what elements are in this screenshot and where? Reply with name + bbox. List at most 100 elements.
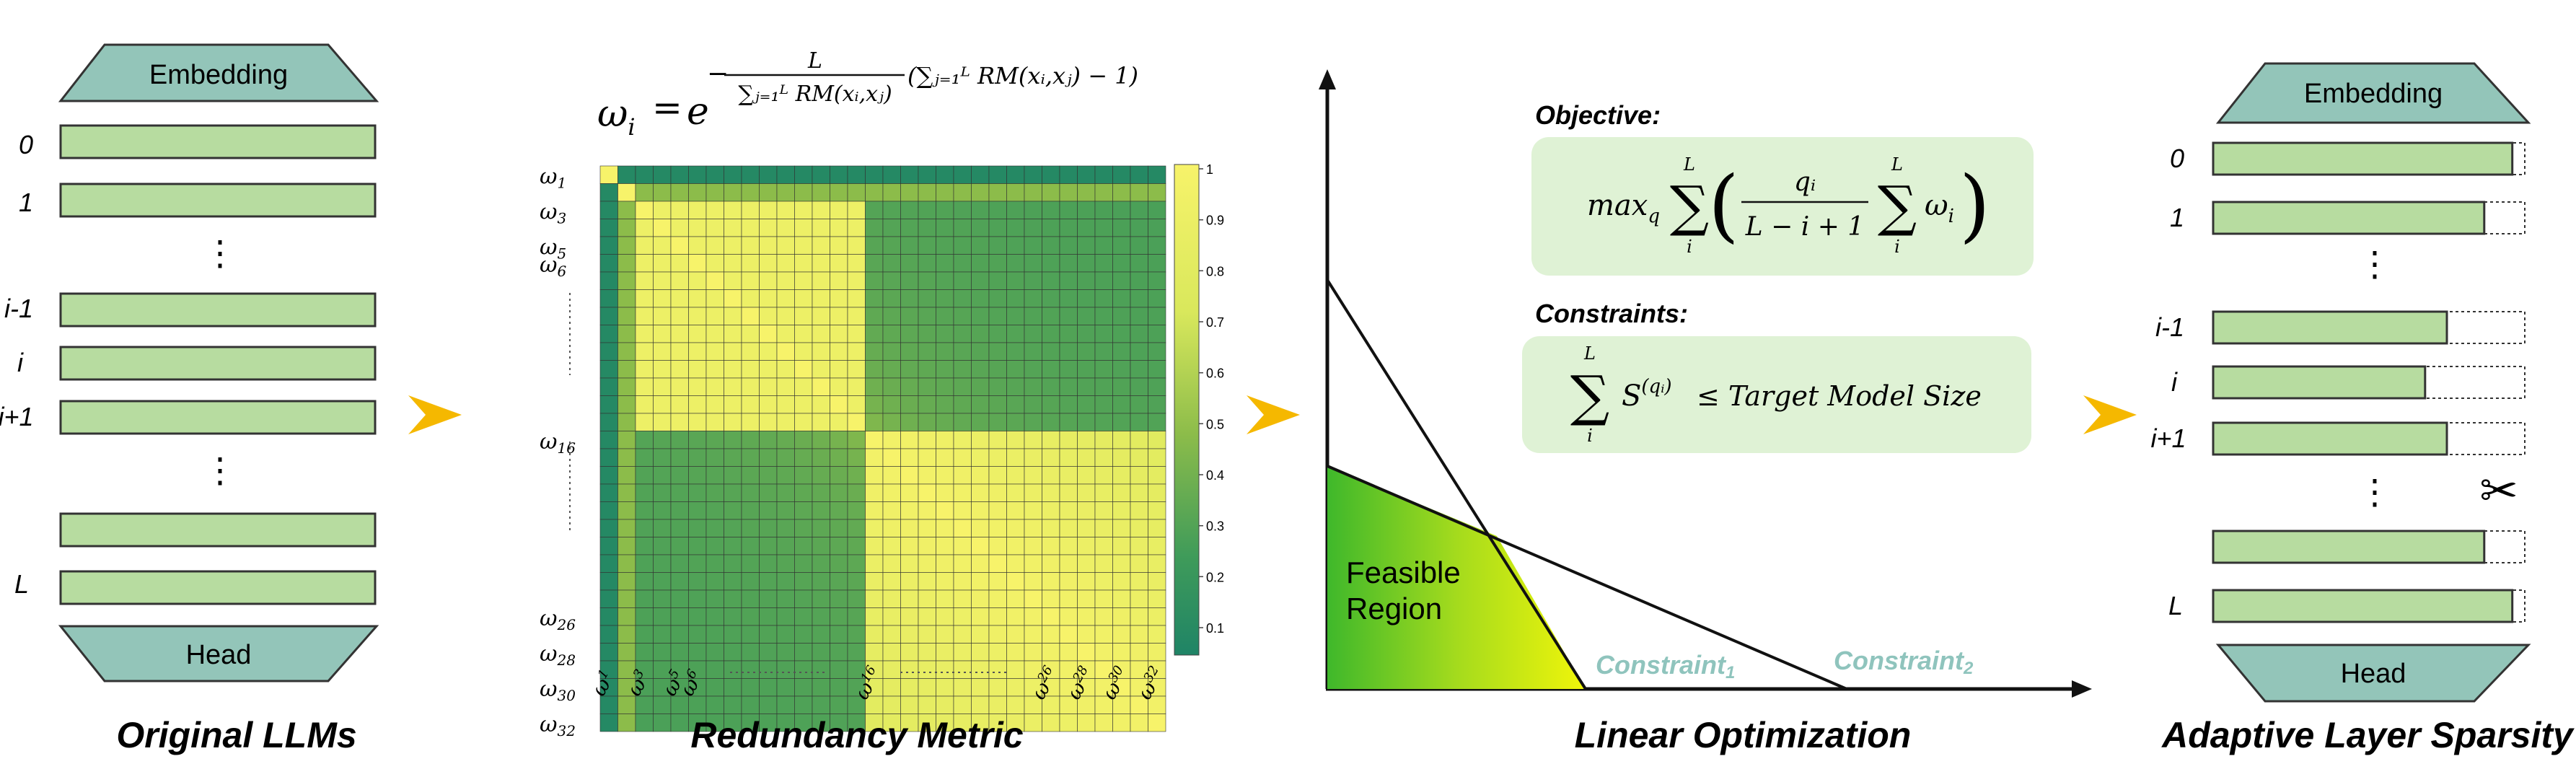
heatmap-cell xyxy=(1059,165,1078,184)
heatmap-cell xyxy=(653,466,672,485)
heatmap-cell xyxy=(1006,431,1025,449)
layer-label-i-1: i-1 xyxy=(4,294,33,323)
heatmap-cell xyxy=(918,572,936,591)
heatmap-cell xyxy=(1094,572,1113,591)
heatmap-row-label: ω26 xyxy=(540,606,576,633)
heatmap-cell xyxy=(705,678,724,697)
heatmap-cell xyxy=(776,501,795,520)
heatmap-cell xyxy=(794,201,813,219)
heatmap-cell xyxy=(688,219,707,237)
heatmap-cell xyxy=(988,607,1007,626)
heatmap-cell xyxy=(1112,254,1131,273)
heatmap-cell xyxy=(900,554,919,573)
heatmap-cell xyxy=(635,431,654,449)
heatmap-cell xyxy=(670,201,689,219)
heatmap-cell xyxy=(776,678,795,697)
heatmap-cell xyxy=(1112,537,1131,556)
heatmap-cell xyxy=(1024,413,1042,431)
heatmap-cell xyxy=(670,183,689,202)
heatmap-cell xyxy=(918,413,936,431)
objective-sum2-bottom: i xyxy=(1894,237,1900,257)
heatmap-cell xyxy=(971,360,990,379)
heatmap-cell xyxy=(1130,183,1148,202)
heatmap-cell xyxy=(1112,342,1131,361)
heatmap-cell xyxy=(918,307,936,325)
heatmap-cell xyxy=(794,483,813,502)
heatmap-cell xyxy=(759,589,778,608)
heatmap-cell xyxy=(988,431,1007,449)
heatmap-cell xyxy=(670,431,689,449)
heatmap-cell xyxy=(1148,165,1166,184)
heatmap-cell xyxy=(882,625,901,644)
heatmap-cell xyxy=(635,537,654,556)
heatmap-cell xyxy=(794,625,813,644)
heatmap-cell xyxy=(812,448,830,467)
heatmap-cell xyxy=(724,537,742,556)
heatmap-cell xyxy=(882,289,901,308)
heatmap-cell xyxy=(953,342,972,361)
heatmap-cell xyxy=(953,660,972,679)
omega-formula: ωi = e − L ∑ⱼ₌₁ᴸ RM(xᵢ,xⱼ) (∑ⱼ₌₁ᴸ RM(xᵢ,… xyxy=(597,48,1138,141)
heatmap-cell xyxy=(953,395,972,414)
heatmap-cell xyxy=(741,448,760,467)
formula-paren: (∑ⱼ₌₁ᴸ RM(xᵢ,xⱼ) − 1) xyxy=(907,62,1138,89)
arrow-right-icon xyxy=(1247,395,1300,434)
heatmap-cell xyxy=(670,395,689,414)
heatmap-cell xyxy=(1077,466,1096,485)
heatmap-cell xyxy=(1042,395,1060,414)
heatmap-cell xyxy=(1077,325,1096,343)
heatmap-cell xyxy=(1024,219,1042,237)
heatmap-cell xyxy=(617,554,636,573)
heatmap-cell xyxy=(635,695,654,714)
heatmap-cell xyxy=(759,501,778,520)
heatmap-cell xyxy=(1059,395,1078,414)
heatmap-cell xyxy=(1006,625,1025,644)
heatmap-cell xyxy=(741,165,760,184)
heatmap-cell xyxy=(1077,183,1096,202)
heatmap-cell xyxy=(635,342,654,361)
heatmap-cell xyxy=(759,466,778,485)
heatmap-cell xyxy=(1059,643,1078,662)
heatmap-cell xyxy=(705,342,724,361)
heatmap-cell xyxy=(830,519,848,537)
heatmap-cell xyxy=(776,589,795,608)
heatmap-cell xyxy=(1148,431,1166,449)
heatmap-cell xyxy=(971,165,990,184)
heatmap-cell xyxy=(794,377,813,396)
heatmap-cell xyxy=(1094,501,1113,520)
heatmap-cell xyxy=(988,395,1007,414)
heatmap-cell xyxy=(865,307,884,325)
heatmap-cell xyxy=(882,713,901,732)
heatmap-cell xyxy=(830,289,848,308)
heatmap-cell xyxy=(847,448,866,467)
heatmap-cell xyxy=(724,360,742,379)
heatmap-cell xyxy=(1042,165,1060,184)
heatmap-cell xyxy=(1024,713,1042,732)
sparse-layer-label: i-1 xyxy=(2155,312,2184,342)
heatmap-cell xyxy=(759,678,778,697)
heatmap-cell xyxy=(776,483,795,502)
formula-frac-den: ∑ⱼ₌₁ᴸ RM(xᵢ,xⱼ) xyxy=(738,82,892,107)
heatmap-cell xyxy=(741,678,760,697)
heatmap-cell xyxy=(1130,271,1148,290)
heatmap-cell xyxy=(705,537,724,556)
heatmap-cell xyxy=(688,519,707,537)
heatmap-cell xyxy=(653,289,672,308)
heatmap-colorbar xyxy=(1174,164,1200,656)
heatmap-cell xyxy=(724,377,742,396)
heatmap-cell xyxy=(688,325,707,343)
heatmap-cell xyxy=(688,660,707,679)
heatmap-cell xyxy=(1042,271,1060,290)
heatmap-cell xyxy=(1130,483,1148,502)
heatmap-cell xyxy=(1130,713,1148,732)
heatmap-cell xyxy=(1077,554,1096,573)
objective-frac-num: qᵢ xyxy=(1794,167,1816,197)
heatmap-cell xyxy=(1148,537,1166,556)
panel-redundancy-metric: ωi = e − L ∑ⱼ₌₁ᴸ RM(xᵢ,xⱼ) (∑ⱼ₌₁ᴸ RM(xᵢ,… xyxy=(540,48,1224,755)
heatmap-cell xyxy=(988,183,1007,202)
heatmap-cell xyxy=(653,448,672,467)
heatmap-cell xyxy=(1130,201,1148,219)
heatmap-cell xyxy=(936,307,954,325)
heatmap-cell xyxy=(653,271,672,290)
heatmap-cell xyxy=(1148,183,1166,202)
